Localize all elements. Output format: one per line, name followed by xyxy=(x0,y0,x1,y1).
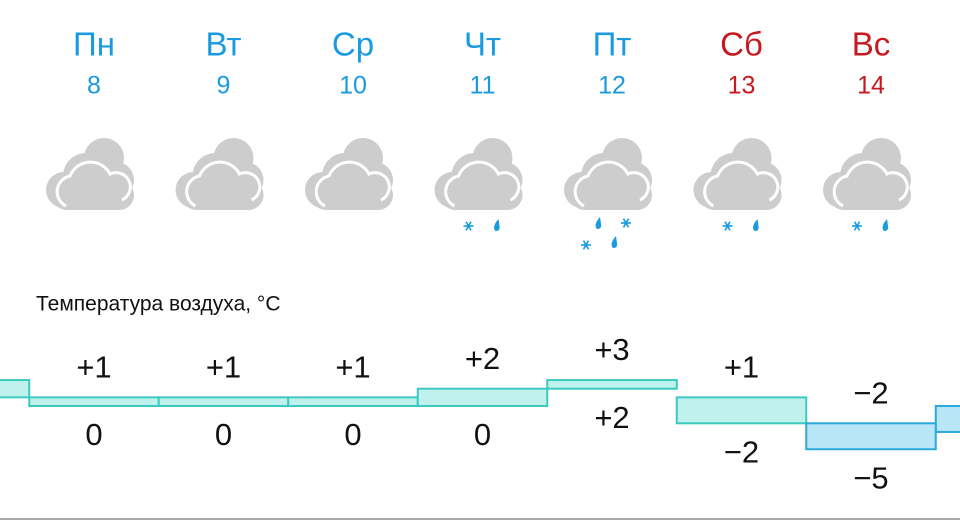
min-temp: 0 xyxy=(344,417,361,452)
snow-ray xyxy=(853,221,861,231)
min-temp: 0 xyxy=(474,417,491,452)
temperature-band xyxy=(416,387,549,408)
snowflake-icon xyxy=(581,240,591,250)
cloud-outline xyxy=(573,160,650,208)
snowflake-icon xyxy=(852,221,862,231)
max-temp: +3 xyxy=(594,332,629,367)
cloud-part xyxy=(434,172,471,208)
cloud-outline xyxy=(832,160,909,208)
temperature-band xyxy=(28,396,160,408)
cloud-outline xyxy=(314,160,391,208)
weekday: Сб xyxy=(720,26,763,63)
cloud-icon xyxy=(175,138,264,210)
date: 13 xyxy=(728,72,756,100)
raindrop-icon xyxy=(611,236,618,248)
raindrop-icon xyxy=(882,219,889,231)
date: 8 xyxy=(87,72,101,100)
min-temp: +2 xyxy=(594,400,629,435)
cloud-outline xyxy=(703,160,780,208)
temperature-band xyxy=(287,396,419,408)
cloud-part xyxy=(564,172,600,208)
date: 14 xyxy=(857,72,885,100)
cloud-part xyxy=(46,172,82,208)
raindrop-icon xyxy=(595,217,602,229)
snowflake-icon xyxy=(722,221,733,231)
temperature-band xyxy=(675,396,808,425)
max-temp: +1 xyxy=(724,350,759,385)
date: 12 xyxy=(598,72,626,100)
weekday: Чт xyxy=(464,26,501,63)
cloud-part xyxy=(693,172,730,208)
max-temp: +1 xyxy=(76,350,111,385)
min-temp: 0 xyxy=(215,417,232,452)
snowflake-icon xyxy=(463,221,474,231)
weekday: Пн xyxy=(73,26,115,63)
date: 11 xyxy=(470,72,496,100)
min-temp: −5 xyxy=(853,460,888,495)
temperature-band xyxy=(934,405,960,433)
max-temp: +1 xyxy=(206,350,241,385)
weekday: Вт xyxy=(205,26,241,63)
temperature-band xyxy=(805,422,937,451)
cloud-icon xyxy=(823,138,911,210)
cloud-icon xyxy=(46,138,134,210)
raindrop-icon xyxy=(753,219,759,231)
cloud-part xyxy=(823,172,859,208)
cloud-icon xyxy=(434,138,523,210)
cloud-part xyxy=(175,172,212,208)
snow-ray xyxy=(622,218,630,228)
weekday: Ср xyxy=(332,26,374,63)
temperature-band xyxy=(157,396,290,408)
cloud-part xyxy=(305,172,341,208)
cloud-icon xyxy=(305,138,393,210)
weekday: Пт xyxy=(593,26,632,63)
temperature-title: Температура воздуха, °C xyxy=(36,293,280,316)
cloud-icon xyxy=(693,138,782,210)
snow-ray xyxy=(582,240,590,250)
date: 10 xyxy=(339,72,367,100)
weekday: Вс xyxy=(852,26,891,63)
max-temp: +2 xyxy=(465,341,500,376)
date: 9 xyxy=(217,72,231,100)
cloud-outline xyxy=(185,160,262,208)
max-temp: −2 xyxy=(853,375,888,410)
snowflake-icon xyxy=(621,218,631,228)
raindrop-icon xyxy=(494,219,500,231)
cloud-outline xyxy=(55,160,132,208)
cloud-icon xyxy=(564,138,652,210)
min-temp: 0 xyxy=(85,417,102,452)
snow-ray xyxy=(465,221,472,231)
cloud-outline xyxy=(444,160,521,208)
max-temp: +1 xyxy=(335,350,370,385)
temperature-band xyxy=(0,379,31,399)
temperature-band xyxy=(546,379,678,390)
snow-ray xyxy=(724,221,731,231)
min-temp: −2 xyxy=(724,434,759,469)
